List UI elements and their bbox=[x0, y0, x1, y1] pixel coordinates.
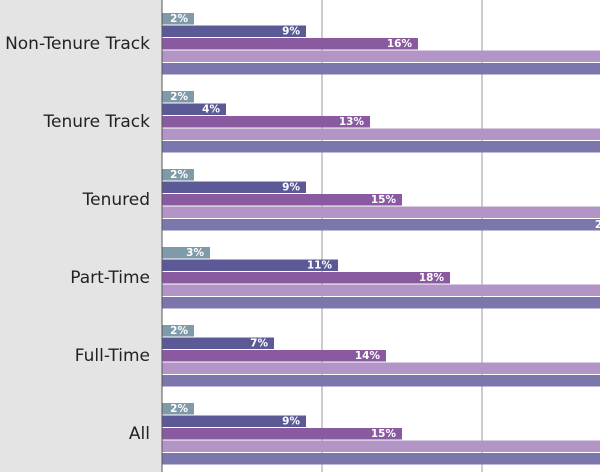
bar-4-0 bbox=[162, 325, 194, 337]
bar-label-5-0: 2% bbox=[170, 403, 188, 415]
bar-1-0 bbox=[162, 91, 194, 103]
bar-label-5-1: 9% bbox=[282, 416, 300, 428]
data-labels: 2% 9% 16% 2% 4% 13% 2% 9% 15% 29% 3% 11% 18% 2% 7% 14% 2… bbox=[170, 13, 600, 440]
bar-label-0-1: 9% bbox=[282, 26, 300, 38]
bar-5-2 bbox=[162, 428, 402, 440]
bar-3-3 bbox=[162, 284, 600, 296]
bar-5-4 bbox=[162, 453, 600, 465]
bar-3-1 bbox=[162, 259, 338, 271]
bar-0-4 bbox=[162, 63, 600, 75]
category-label-0: Non-Tenure Track bbox=[5, 34, 150, 54]
bar-0-3 bbox=[162, 50, 600, 62]
bar-label-1-0: 2% bbox=[170, 91, 188, 103]
category-label-3: Part-Time bbox=[70, 268, 150, 288]
bar-label-4-1: 7% bbox=[250, 338, 268, 350]
bar-2-2 bbox=[162, 194, 402, 206]
bar-3-4 bbox=[162, 297, 600, 309]
bar-5-0 bbox=[162, 403, 194, 415]
bar-1-1 bbox=[162, 103, 226, 115]
bar-label-2-4: 29% bbox=[595, 219, 600, 231]
bars bbox=[162, 13, 600, 465]
bar-label-3-1: 11% bbox=[307, 260, 333, 272]
category-labels: Non-Tenure Track Tenure Track Tenured Part-… bbox=[5, 34, 150, 444]
category-label-4: Full-Time bbox=[75, 346, 150, 366]
bar-5-1 bbox=[162, 415, 306, 427]
bar-4-4 bbox=[162, 375, 600, 387]
bar-label-4-2: 14% bbox=[355, 350, 381, 362]
bar-label-1-2: 13% bbox=[339, 116, 365, 128]
bar-4-2 bbox=[162, 350, 386, 362]
bar-label-0-0: 2% bbox=[170, 13, 188, 25]
bar-label-3-2: 18% bbox=[419, 272, 445, 284]
category-label-5: All bbox=[129, 424, 150, 444]
bar-4-3 bbox=[162, 362, 600, 374]
bar-label-2-1: 9% bbox=[282, 182, 300, 194]
category-label-panel bbox=[0, 0, 162, 472]
bar-3-2 bbox=[162, 272, 450, 284]
category-label-1: Tenure Track bbox=[43, 112, 151, 132]
bar-2-1 bbox=[162, 181, 306, 193]
bar-label-4-0: 2% bbox=[170, 325, 188, 337]
bar-4-1 bbox=[162, 337, 274, 349]
bar-3-0 bbox=[162, 247, 210, 259]
bar-2-4 bbox=[162, 219, 600, 231]
bar-label-2-0: 2% bbox=[170, 169, 188, 181]
category-label-2: Tenured bbox=[82, 190, 150, 210]
bar-5-3 bbox=[162, 440, 600, 452]
bar-label-2-2: 15% bbox=[371, 194, 397, 206]
bar-0-0 bbox=[162, 13, 194, 25]
bar-0-1 bbox=[162, 25, 306, 37]
bar-1-2 bbox=[162, 116, 370, 128]
gridlines bbox=[321, 0, 483, 472]
bar-label-0-2: 16% bbox=[387, 38, 413, 50]
bar-2-3 bbox=[162, 206, 600, 218]
bar-1-3 bbox=[162, 128, 600, 140]
bar-1-4 bbox=[162, 141, 600, 153]
bar-label-3-0: 3% bbox=[186, 247, 204, 259]
bar-2-0 bbox=[162, 169, 194, 181]
bar-0-2 bbox=[162, 38, 418, 50]
bar-label-1-1: 4% bbox=[202, 104, 220, 116]
bar-label-5-2: 15% bbox=[371, 428, 397, 440]
